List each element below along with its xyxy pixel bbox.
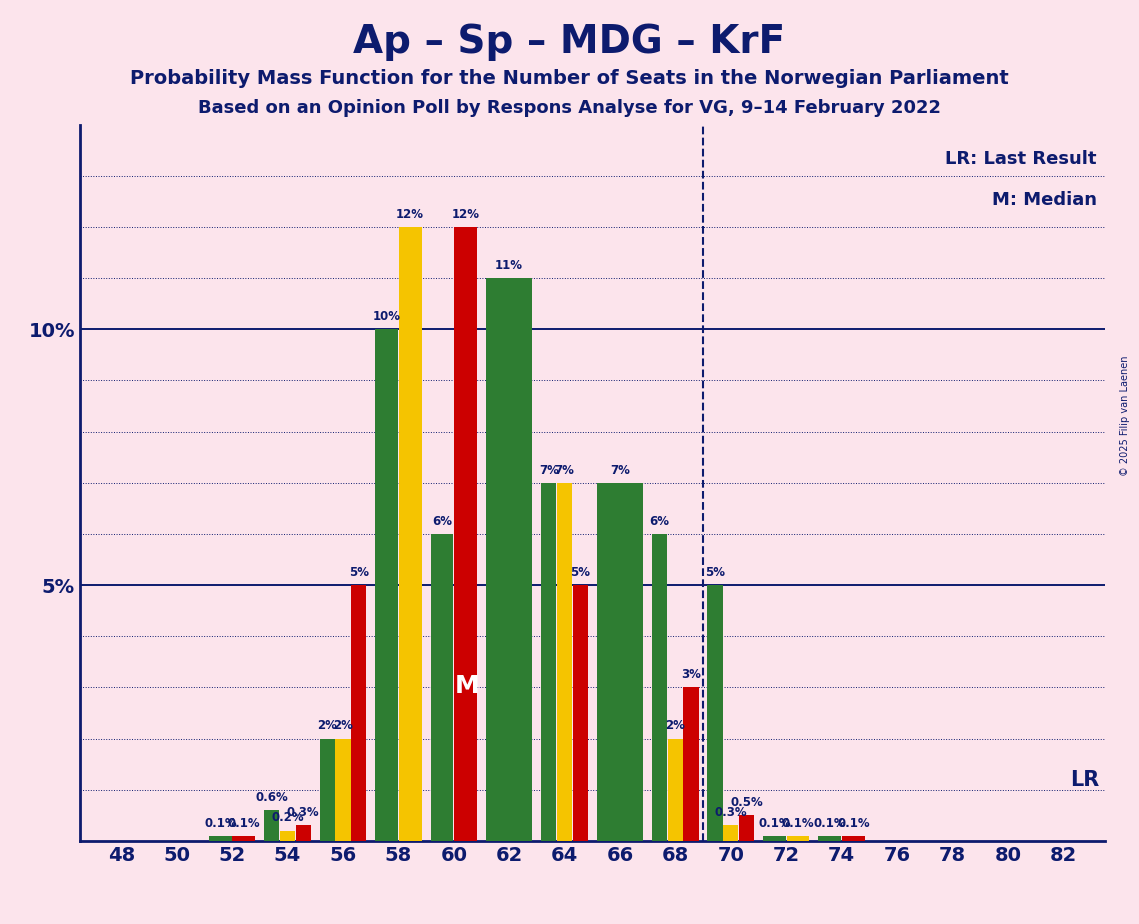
Bar [232,835,255,841]
Bar [557,482,572,841]
Text: Probability Mass Function for the Number of Seats in the Norwegian Parliament: Probability Mass Function for the Number… [130,69,1009,89]
Text: 7%: 7% [611,464,630,477]
Bar [683,687,698,841]
Text: 7%: 7% [555,464,574,477]
Bar [667,738,683,841]
Text: 0.2%: 0.2% [271,811,304,824]
Text: 6%: 6% [649,515,670,528]
Text: 5%: 5% [571,566,590,579]
Bar [739,815,754,841]
Bar [208,835,231,841]
Text: 0.1%: 0.1% [813,817,846,830]
Text: 0.3%: 0.3% [287,807,320,820]
Bar [597,482,642,841]
Text: 3%: 3% [681,668,700,681]
Bar [723,825,738,841]
Text: 0.1%: 0.1% [204,817,237,830]
Text: Based on an Opinion Poll by Respons Analyse for VG, 9–14 February 2022: Based on an Opinion Poll by Respons Anal… [198,99,941,116]
Bar [486,278,532,841]
Text: 11%: 11% [495,259,523,272]
Text: 12%: 12% [396,208,424,221]
Bar [264,810,279,841]
Text: 2%: 2% [333,720,353,733]
Bar [399,227,421,841]
Bar [763,835,786,841]
Bar [787,835,810,841]
Text: 10%: 10% [372,310,401,323]
Bar [335,738,351,841]
Text: 0.5%: 0.5% [730,796,763,809]
Text: 6%: 6% [432,515,452,528]
Bar [842,835,865,841]
Bar [707,585,723,841]
Text: LR: Last Result: LR: Last Result [945,151,1097,168]
Text: 0.1%: 0.1% [837,817,870,830]
Bar [454,227,477,841]
Text: 0.1%: 0.1% [759,817,790,830]
Bar [320,738,335,841]
Text: M: M [456,674,480,698]
Bar [351,585,367,841]
Bar [280,831,295,841]
Text: 0.1%: 0.1% [228,817,260,830]
Bar [541,482,557,841]
Bar [819,835,842,841]
Text: Ap – Sp – MDG – KrF: Ap – Sp – MDG – KrF [353,23,786,61]
Text: 5%: 5% [705,566,726,579]
Bar [431,534,453,841]
Text: 2%: 2% [665,720,686,733]
Text: 0.1%: 0.1% [781,817,814,830]
Text: 5%: 5% [349,566,369,579]
Text: © 2025 Filip van Laenen: © 2025 Filip van Laenen [1121,356,1130,476]
Text: 0.6%: 0.6% [255,791,288,804]
Bar [653,534,667,841]
Bar [296,825,311,841]
Text: 7%: 7% [539,464,559,477]
Bar [573,585,588,841]
Text: 2%: 2% [318,720,337,733]
Text: 12%: 12% [451,208,480,221]
Text: LR: LR [1070,770,1099,790]
Text: M: Median: M: Median [992,191,1097,209]
Text: 0.3%: 0.3% [714,807,747,820]
Bar [375,329,398,841]
